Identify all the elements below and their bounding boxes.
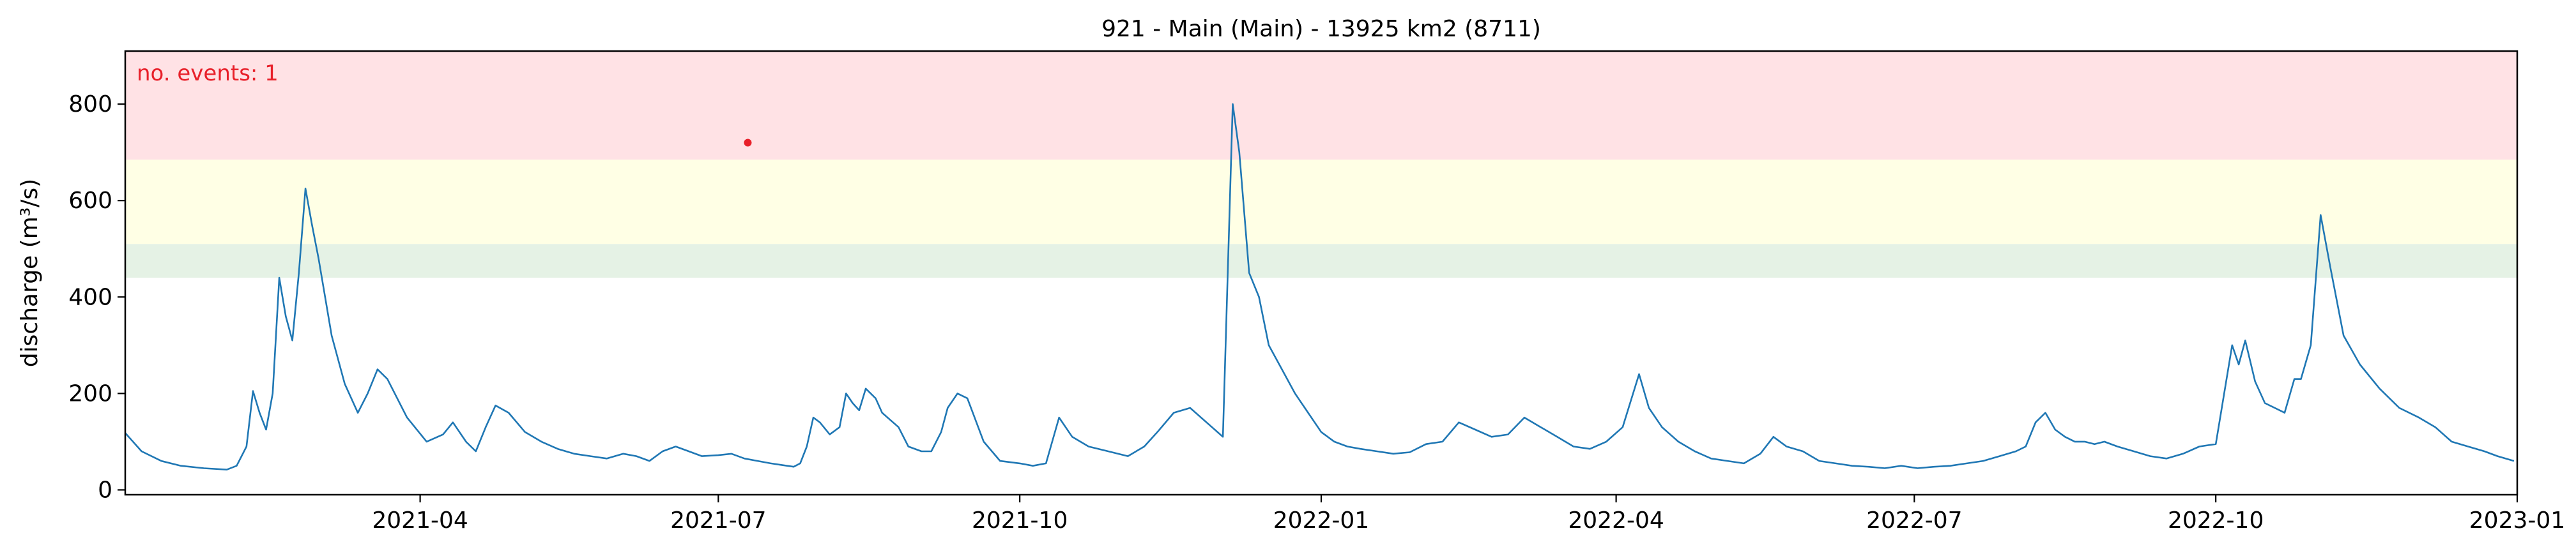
discharge-series-line: [125, 103, 2515, 470]
x-tick-label: 2022-10: [2168, 507, 2264, 534]
events-annotation: no. events: 1: [137, 61, 279, 86]
threshold-band-2: [125, 159, 2517, 244]
threshold-band-3: [125, 51, 2517, 160]
y-tick-label: 800: [68, 91, 112, 117]
event-layer: [744, 139, 752, 147]
chart-title: 921 - Main (Main) - 13925 km2 (8711): [1101, 16, 1541, 42]
x-tick-label: 2023-01: [2469, 507, 2565, 534]
y-axis: 0 200 400 600 800: [68, 91, 125, 503]
y-axis-label: discharge (m³/s): [17, 179, 43, 367]
x-tick-label: 2021-04: [372, 507, 468, 534]
threshold-bands: [125, 51, 2517, 278]
threshold-band-1: [125, 244, 2517, 278]
x-axis: 2021-04 2021-07 2021-10 2022-01 2022-04 2022-…: [372, 495, 2565, 534]
y-tick-label: 0: [98, 477, 112, 503]
series-layer: [125, 103, 2515, 470]
y-tick-label: 600: [68, 188, 112, 214]
x-tick-label: 2022-04: [1568, 507, 1664, 534]
x-tick-label: 2022-07: [1866, 507, 1962, 534]
y-tick-label: 400: [68, 284, 112, 310]
x-tick-label: 2022-01: [1273, 507, 1369, 534]
event-marker-1: [744, 139, 752, 147]
y-tick-label: 200: [68, 380, 112, 407]
x-tick-label: 2021-07: [670, 507, 766, 534]
x-tick-label: 2021-10: [972, 507, 1068, 534]
